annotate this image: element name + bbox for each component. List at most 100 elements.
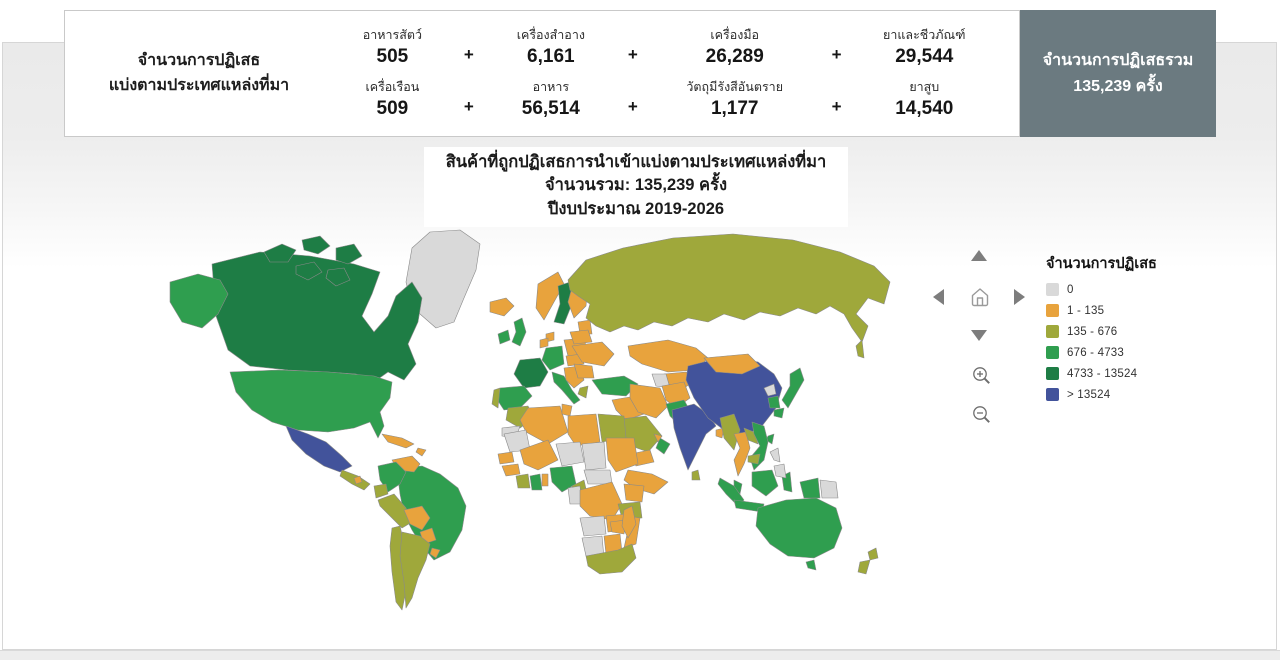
map-region-benelux[interactable]	[539, 337, 549, 349]
map-region-guinea[interactable]	[501, 463, 521, 477]
map-region-togo-benin[interactable]	[541, 473, 549, 487]
kpi-tobacco[interactable]: ยาสูบ 14,540	[854, 77, 995, 120]
map-region-angola[interactable]	[579, 515, 607, 537]
legend-label: 4733 - 13524	[1067, 367, 1138, 380]
map-region-tasmania[interactable]	[805, 559, 817, 571]
map-region-russia[interactable]	[567, 233, 891, 343]
zoom-out-button[interactable]	[971, 404, 992, 428]
map-region-south-africa[interactable]	[585, 543, 637, 575]
map-region-ivory-coast[interactable]	[515, 473, 531, 489]
map-region-sakhalin[interactable]	[855, 339, 865, 359]
map-region-mongolia[interactable]	[703, 353, 761, 375]
legend-label: > 13524	[1067, 388, 1111, 401]
map-region-cuba[interactable]	[381, 433, 415, 449]
map-region-north-korea[interactable]	[763, 383, 777, 397]
map-region-central-african-republic[interactable]	[583, 469, 613, 485]
zoom-in-button[interactable]	[971, 365, 992, 389]
map-region-norway[interactable]	[535, 271, 565, 321]
map-region-madagascar[interactable]	[621, 505, 637, 539]
map-region-arctic-island[interactable]	[335, 243, 363, 265]
map-region-arctic-island[interactable]	[301, 235, 331, 255]
map-region-tunisia[interactable]	[561, 403, 573, 417]
map-region-borneo[interactable]	[751, 469, 779, 497]
map-region-iceland[interactable]	[489, 297, 515, 317]
map-region-canada[interactable]	[211, 251, 423, 383]
pan-down-button[interactable]	[971, 330, 987, 341]
map-region-australia[interactable]	[755, 497, 843, 559]
map-region-arctic-island[interactable]	[325, 267, 351, 287]
map-region-germany[interactable]	[541, 345, 565, 371]
legend-item[interactable]: 1 - 135	[1046, 304, 1222, 317]
pan-up-button[interactable]	[971, 250, 987, 261]
kpi-instruments[interactable]: เครื่องมือ 26,289	[650, 25, 820, 68]
map-region-papua-new-guinea[interactable]	[819, 479, 839, 499]
map-region-brazil[interactable]	[397, 465, 467, 561]
kpi-value: 1,177	[710, 97, 759, 119]
pan-right-button[interactable]	[1014, 289, 1025, 305]
map-region-bolivia[interactable]	[403, 505, 431, 531]
map-region-belarus[interactable]	[569, 329, 593, 345]
world-map[interactable]	[168, 222, 908, 632]
map-region-usa[interactable]	[229, 369, 393, 439]
map-region-bangladesh[interactable]	[715, 427, 725, 439]
map-region-philippines[interactable]	[773, 463, 787, 479]
total-rejections-card[interactable]: จำนวนการปฏิเสธรวม 135,239 ครั้ง	[1020, 10, 1216, 137]
legend-item[interactable]: > 13524	[1046, 388, 1222, 401]
map-region-ireland[interactable]	[497, 329, 511, 345]
map-region-hispaniola[interactable]	[415, 447, 427, 457]
kpi-food[interactable]: อาหาร 56,514	[486, 77, 616, 120]
kpi-furniture[interactable]: เครื่อเรือน 509	[333, 77, 452, 120]
map-region-india[interactable]	[671, 403, 717, 471]
map-region-uganda-kenya[interactable]	[623, 483, 645, 503]
map-region-uae[interactable]	[653, 433, 663, 443]
map-region-sri-lanka[interactable]	[691, 469, 701, 481]
legend-item[interactable]: 4733 - 13524	[1046, 367, 1222, 380]
map-region-france[interactable]	[513, 357, 549, 389]
map-region-south-korea[interactable]	[767, 395, 781, 409]
map-region-cambodia[interactable]	[747, 453, 761, 465]
map-region-libya[interactable]	[567, 413, 601, 447]
map-region-new-zealand-south[interactable]	[857, 559, 871, 575]
map-region-laos[interactable]	[743, 427, 759, 445]
map-region-philippines[interactable]	[769, 447, 781, 463]
map-region-niger[interactable]	[555, 441, 585, 467]
map-region-arctic-island[interactable]	[263, 243, 297, 263]
map-region-mali[interactable]	[519, 439, 559, 471]
map-region-greece[interactable]	[577, 385, 589, 399]
kpi-drugs-biologics[interactable]: ยาและชีวภัณฑ์ 29,544	[854, 25, 995, 68]
map-region-peru[interactable]	[377, 493, 413, 529]
map-region-oman[interactable]	[655, 437, 671, 455]
map-region-japan[interactable]	[781, 367, 805, 409]
legend-item[interactable]: 0	[1046, 283, 1222, 296]
map-region-dr-congo[interactable]	[579, 481, 623, 521]
map-region-ghana[interactable]	[529, 473, 543, 491]
map-region-ukraine[interactable]	[571, 341, 615, 367]
map-region-nicaragua[interactable]	[353, 475, 363, 485]
legend-item[interactable]: 676 - 4733	[1046, 346, 1222, 359]
map-region-uruguay[interactable]	[429, 547, 441, 559]
map-region-papua-indonesia[interactable]	[799, 477, 821, 499]
map-region-japan-kyushu[interactable]	[773, 407, 785, 419]
map-region-italy[interactable]	[551, 371, 581, 405]
map-region-argentina[interactable]	[399, 531, 431, 609]
home-button[interactable]	[968, 285, 992, 312]
pan-left-button[interactable]	[933, 289, 944, 305]
map-region-mexico[interactable]	[285, 425, 353, 473]
legend-item[interactable]: 135 - 676	[1046, 325, 1222, 338]
map-region-sudan[interactable]	[605, 437, 639, 473]
map-region-arctic-island[interactable]	[295, 261, 323, 281]
kpi-cosmetics[interactable]: เครื่องสำอาง 6,161	[486, 25, 616, 68]
map-region-new-zealand-north[interactable]	[867, 547, 879, 561]
map-region-iran[interactable]	[629, 383, 669, 419]
kpi-radioactive[interactable]: วัตถุมีรังสีอันตราย 1,177	[650, 77, 820, 120]
map-region-alaska[interactable]	[169, 273, 229, 329]
map-region-chad[interactable]	[581, 441, 607, 471]
kpi-animal-feed[interactable]: อาหารสัตว์ 505	[333, 25, 452, 68]
map-region-united-kingdom[interactable]	[511, 317, 527, 347]
map-region-portugal[interactable]	[491, 387, 501, 409]
map-region-ecuador[interactable]	[373, 483, 389, 499]
map-region-senegal[interactable]	[497, 451, 515, 465]
map-region-zimbabwe[interactable]	[609, 519, 627, 535]
map-region-romania[interactable]	[573, 363, 595, 379]
